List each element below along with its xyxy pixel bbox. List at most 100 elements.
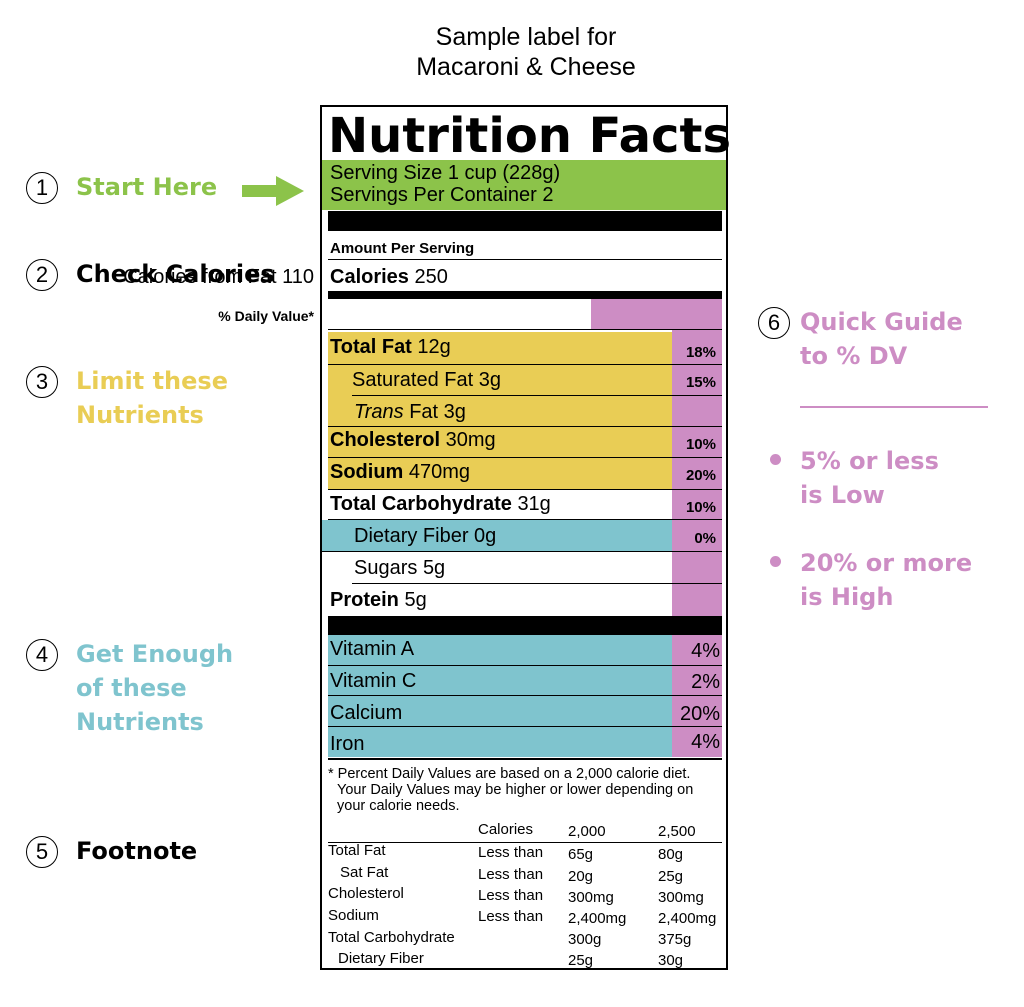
divider <box>328 758 722 760</box>
divider <box>328 842 722 843</box>
dv-header-band <box>591 299 722 329</box>
limit-nutrients-line-2: Nutrients <box>76 401 204 429</box>
get-enough-line-3: Nutrients <box>76 708 204 736</box>
daily-value-header: % Daily Value* <box>218 308 314 324</box>
ft-row-2000: 65g <box>568 846 594 863</box>
dv-total-fat: 18% <box>685 344 716 361</box>
fiber-band <box>322 520 672 551</box>
nutrient-amount: 3g <box>478 369 501 391</box>
nutrient-total-carbohydrate: Total Carbohydrate 31g <box>330 493 551 516</box>
divider <box>352 395 722 396</box>
ft-header-2500: 2,500 <box>658 823 696 840</box>
guide-high-line-1: 20% or more <box>800 549 973 577</box>
divider <box>328 695 722 696</box>
ft-row-2500: 375g <box>658 931 692 948</box>
caption: Sample label for Macaroni & Cheese <box>336 22 716 82</box>
divider <box>328 364 722 365</box>
nutrient-amount: 5g <box>422 557 446 579</box>
thick-divider <box>328 211 722 231</box>
ft-row-label: Total Fat <box>328 842 386 859</box>
nutrient-cholesterol: Cholesterol 30mg <box>330 429 496 452</box>
quick-guide-line-2: to % DV <box>800 342 908 370</box>
quick-guide-line-1: Quick Guide <box>800 308 963 336</box>
nutrient-amount: 12g <box>417 336 451 358</box>
step-1-circle: 1 <box>26 172 58 204</box>
nutrient-amount: 470mg <box>408 461 471 483</box>
step-5-circle: 5 <box>26 836 58 868</box>
ft-row-2500: 30g <box>658 952 684 969</box>
nutrient-dietary-fiber: Dietary Fiber 0g <box>354 525 496 548</box>
nutrient-trans-fat: Trans Fat 3g <box>354 401 466 424</box>
guide-divider <box>800 406 988 408</box>
ft-row-2500: 25g <box>658 868 684 885</box>
nutrient-saturated-fat: Saturated Fat 3g <box>352 369 501 392</box>
nutrient-name-italic: Trans <box>354 401 404 423</box>
ft-row-qualifier: Less than <box>478 844 544 861</box>
dv-vitamin-c: 2% <box>691 671 720 693</box>
footnote-line-2: Your Daily Values may be higher or lower… <box>337 782 694 798</box>
footnote-line-3: your calorie needs. <box>337 798 460 814</box>
iron: Iron <box>330 733 365 755</box>
ft-row-label: Total Carbohydrate <box>328 929 455 946</box>
dv-dietary-fiber: 0% <box>694 530 716 547</box>
nutrient-name: Dietary Fiber <box>354 525 469 547</box>
get-enough-line-2: of these <box>76 674 187 702</box>
guide-low-line-1: 5% or less <box>800 447 939 475</box>
dv-saturated-fat: 15% <box>685 374 716 391</box>
divider <box>328 726 722 727</box>
guide-high-label: 20% or more is High <box>800 546 972 614</box>
footnote-annotation-label: Footnote <box>76 837 198 865</box>
thick-divider <box>328 616 722 635</box>
ft-row-2000: 25g <box>568 952 594 969</box>
nutrient-name: Total Carbohydrate <box>330 493 512 515</box>
divider <box>328 457 722 458</box>
label-title: Nutrition Facts <box>328 108 732 164</box>
ft-row-label: Sodium <box>328 907 379 924</box>
calories-value: 250 <box>414 266 448 288</box>
arrow-right-icon <box>242 176 304 206</box>
nutrient-total-fat: Total Fat 12g <box>330 336 451 359</box>
step-2-circle: 2 <box>26 259 58 291</box>
dv-column <box>672 329 722 617</box>
amount-per-serving: Amount Per Serving <box>330 240 475 257</box>
ft-header-calories: Calories <box>478 821 534 838</box>
footnote-line-1: * Percent Daily Values are based on a 2,… <box>328 766 691 782</box>
step-6-circle: 6 <box>758 307 790 339</box>
calories-from-fat: Calories from Fat 110 <box>123 266 314 288</box>
nutrient-amount: 0g <box>474 525 497 547</box>
dv-calcium: 20% <box>679 703 720 725</box>
dv-cholesterol: 10% <box>685 436 716 453</box>
quick-guide-label: Quick Guide to % DV <box>800 305 963 373</box>
nutrient-name: Sodium <box>330 461 404 483</box>
limit-nutrients-band <box>328 332 672 490</box>
nutrient-name: Total Fat <box>330 336 412 358</box>
nutrient-amount: 30mg <box>445 429 496 451</box>
nutrition-label: Nutrition Facts Serving Size 1 cup (228g… <box>123 105 732 970</box>
ft-row-2500: 300mg <box>658 889 704 906</box>
divider <box>328 665 722 666</box>
ft-row-2000: 300mg <box>568 889 614 906</box>
nutrient-sodium: Sodium 470mg <box>330 461 470 484</box>
divider <box>328 519 722 520</box>
divider <box>328 259 722 260</box>
nutrient-protein: Protein 5g <box>330 589 427 612</box>
ft-row-2000: 20g <box>568 868 594 885</box>
guide-high-line-2: is High <box>800 583 894 611</box>
dv-total-carbohydrate: 10% <box>685 499 716 516</box>
divider <box>328 426 722 427</box>
ft-row-label: Dietary Fiber <box>338 950 424 967</box>
nutrient-amount: 5g <box>404 589 427 611</box>
nutrient-name: Protein <box>330 589 399 611</box>
nutrient-name: Sugars <box>354 557 418 579</box>
bullet-icon <box>770 454 781 465</box>
serving-band <box>322 160 726 210</box>
start-here-label: Start Here <box>76 173 218 201</box>
nutrient-amount: 31g <box>517 493 551 515</box>
nutrient-amount: 3g <box>443 401 466 423</box>
dv-vitamin-a: 4% <box>691 640 720 662</box>
dv-sodium: 20% <box>685 467 716 484</box>
divider <box>328 489 722 490</box>
ft-row-2500: 2,400mg <box>658 910 717 927</box>
vitamins-dv-column <box>672 635 722 757</box>
nutrient-name: Cholesterol <box>330 429 441 451</box>
